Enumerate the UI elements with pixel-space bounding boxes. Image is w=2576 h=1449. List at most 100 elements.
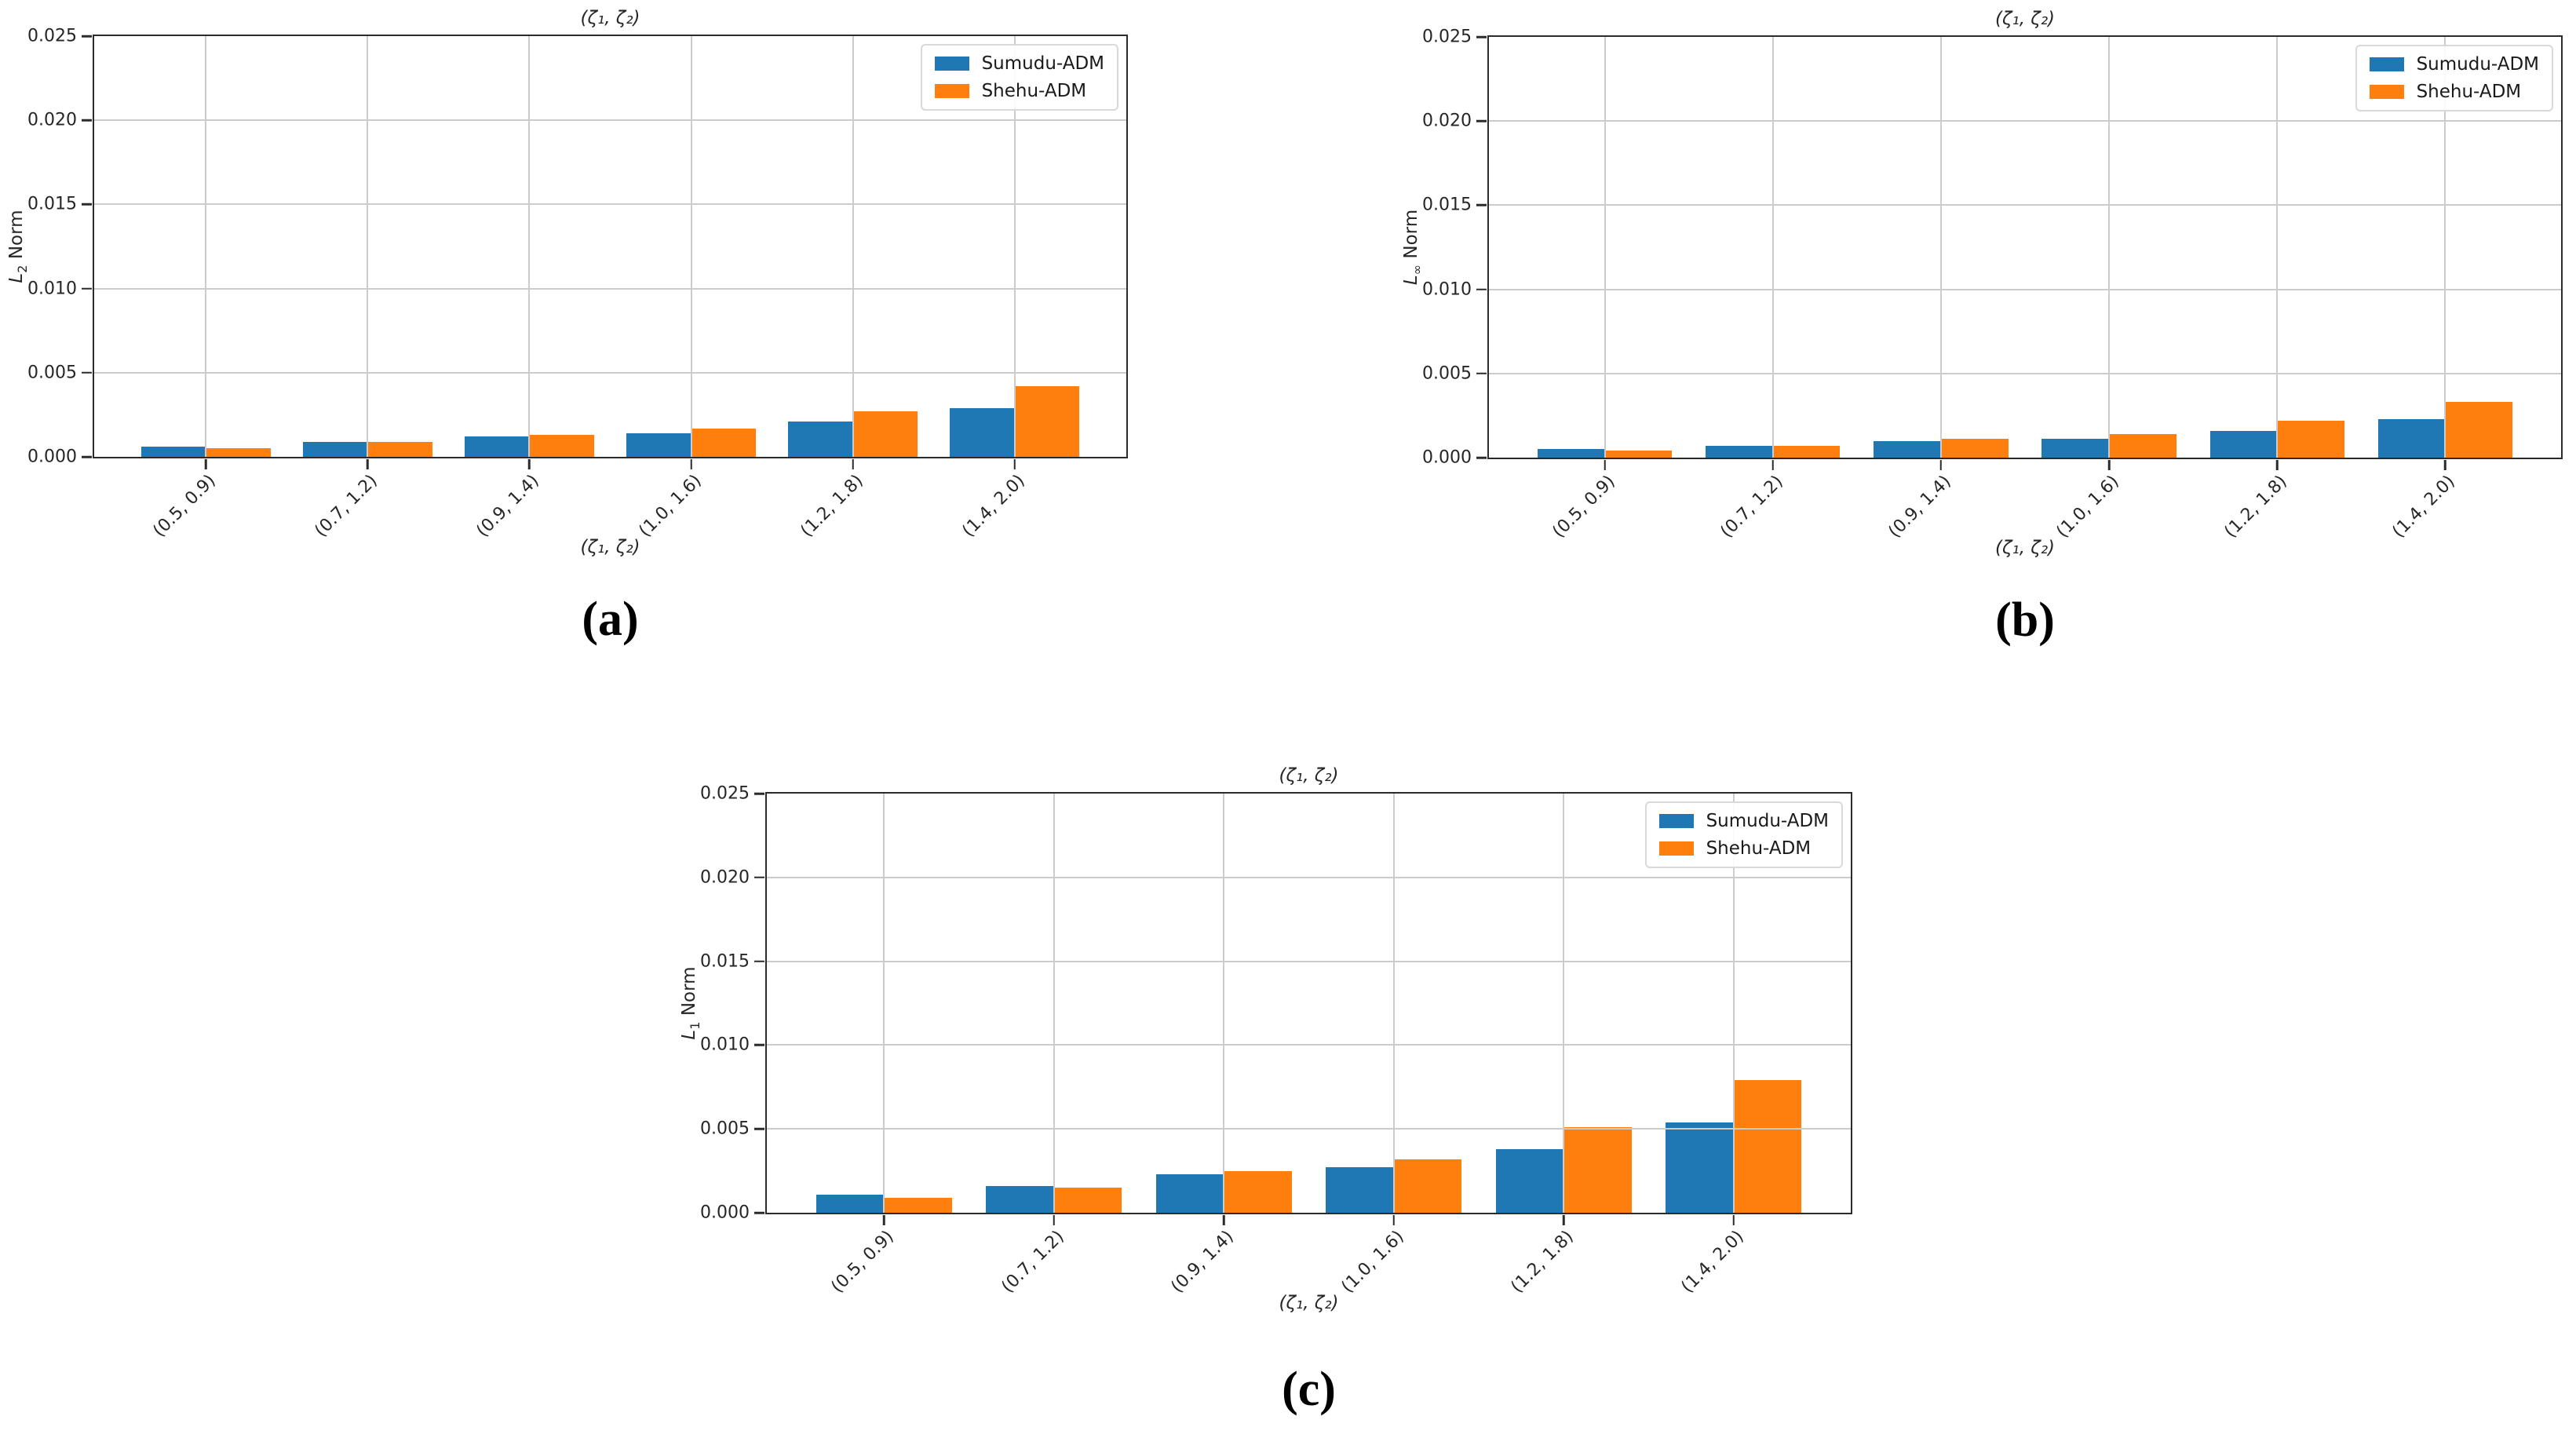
x-tick-mark — [528, 459, 531, 469]
x-tick-mark — [2444, 460, 2446, 470]
y-tick-label: 0.015 — [700, 951, 750, 972]
x-tick-label: (0.7, 1.2) — [998, 1227, 1068, 1298]
x-tick-label: (1.4, 2.0) — [2388, 472, 2459, 542]
x-tick-mark — [1223, 1215, 1225, 1225]
legend: Sumudu-ADM Shehu-ADM — [920, 44, 1118, 111]
y-tick-label: 0.025 — [1422, 27, 1472, 47]
legend-swatch-shehu — [1658, 841, 1694, 856]
y-tick-label: 0.005 — [1422, 363, 1472, 384]
y-tick-label: 0.010 — [27, 279, 77, 299]
y-axis-label-base: L — [1401, 275, 1422, 286]
y-tick-label: 0.010 — [700, 1035, 750, 1055]
y-axis-label-base: L — [6, 272, 27, 283]
y-tick-mark — [82, 287, 92, 290]
x-tick-mark — [1732, 1215, 1735, 1225]
legend-label: Sumudu-ADM — [2416, 54, 2539, 75]
y-tick-label: 0.020 — [1422, 111, 1472, 131]
legend-label: Shehu-ADM — [2416, 82, 2522, 102]
bar-shehu-(0.7, 1.2) — [367, 441, 432, 457]
y-tick-mark — [1476, 372, 1487, 375]
x-tick-label: (1.2, 1.8) — [1507, 1227, 1578, 1298]
x-tick-mark — [1392, 1215, 1395, 1225]
x-tick-mark — [2275, 460, 2279, 470]
y-tick-label: 0.020 — [27, 110, 77, 130]
y-tick-label: 0.005 — [700, 1119, 750, 1139]
y-axis-label-rest: Norm — [679, 966, 700, 1022]
legend-swatch-shehu — [2369, 85, 2404, 99]
y-tick-mark — [82, 203, 92, 206]
y-tick-mark — [754, 1044, 764, 1046]
bar-sumudu-(0.7, 1.2) — [986, 1185, 1054, 1213]
axis-layer: (0.5, 0.9) (0.7, 1.2) (0.9, 1.4) (1.0, 1.6)… — [700, 784, 1851, 1298]
bar-sumudu-(0.7, 1.2) — [1706, 446, 1773, 458]
y-axis-label-subscript: 2 — [14, 265, 30, 273]
y-tick-label: 0.000 — [27, 447, 77, 467]
bar-sumudu-(0.7, 1.2) — [302, 441, 368, 457]
x-tick-mark — [690, 459, 692, 469]
bar-sumudu-(1.4, 2.0) — [2377, 418, 2446, 458]
bar-shehu-(0.7, 1.2) — [1053, 1187, 1122, 1213]
subfigure-caption-a: (a) — [582, 593, 639, 646]
bar-sumudu-(1.0, 1.6) — [626, 433, 691, 457]
x-tick-label: (0.7, 1.2) — [1717, 472, 1787, 542]
legend-label: Shehu-ADM — [981, 81, 1087, 101]
bar-sumudu-(1.0, 1.6) — [2041, 439, 2110, 458]
y-tick-mark — [1476, 288, 1487, 290]
legend-swatch-sumudu — [934, 57, 969, 71]
bar-shehu-(1.4, 2.0) — [2445, 402, 2512, 458]
legend-swatch-shehu — [934, 84, 969, 98]
y-tick-mark — [82, 35, 92, 38]
bar-sumudu-(0.5, 0.9) — [1538, 449, 1605, 458]
bar-sumudu-(0.9, 1.4) — [464, 436, 530, 457]
x-tick-label: (0.7, 1.2) — [311, 471, 382, 542]
y-tick-label: 0.000 — [1422, 447, 1472, 468]
bar-shehu-(1.2, 1.8) — [1563, 1127, 1632, 1213]
chart-a-l2-norm: (ζ₁, ζ₂) L2 Norm (0.5, 0.9) (0.7, 1.2) (0.… — [6, 8, 1128, 646]
x-tick-label: (0.9, 1.4) — [1885, 472, 1955, 542]
legend-entry: Sumudu-ADM — [934, 53, 1104, 74]
bar-shehu-(0.5, 0.9) — [884, 1197, 952, 1213]
y-tick-mark — [754, 1211, 764, 1214]
bar-shehu-(0.5, 0.9) — [206, 448, 271, 457]
y-tick-mark — [82, 119, 92, 122]
y-tick-label: 0.020 — [700, 867, 750, 888]
x-tick-label: (1.4, 2.0) — [1677, 1227, 1748, 1298]
legend-label: Sumudu-ADM — [981, 53, 1104, 74]
chart-title: (ζ₁, ζ₂) — [580, 8, 640, 28]
x-tick-mark — [1053, 1215, 1056, 1225]
bar-shehu-(1.0, 1.6) — [2109, 433, 2176, 458]
bar-shehu-(0.5, 0.9) — [1604, 451, 1673, 458]
x-tick-mark — [883, 1215, 885, 1225]
bar-sumudu-(1.2, 1.8) — [1495, 1148, 1564, 1213]
chart-c-l1-norm: (ζ₁, ζ₂) L1 Norm (0.5, 0.9) (0.7, 1.2) (0.… — [679, 765, 1852, 1416]
bar-sumudu-(1.4, 2.0) — [950, 407, 1015, 457]
y-tick-label: 0.005 — [27, 363, 77, 383]
x-tick-mark — [1939, 460, 1943, 470]
x-tick-label: (1.2, 1.8) — [2220, 472, 2291, 542]
x-tick-mark — [1562, 1215, 1565, 1225]
x-tick-mark — [852, 459, 854, 469]
bar-shehu-(0.9, 1.4) — [1940, 439, 2009, 458]
chart-b-linf-norm: (ζ₁, ζ₂) L∞ Norm (0.5, 0.9) (0.7, 1.2) (0.… — [1401, 9, 2563, 647]
x-tick-label: (0.9, 1.4) — [473, 471, 544, 542]
subfigure-caption-b: (b) — [1995, 593, 2055, 647]
x-axis-label: (ζ₁, ζ₂) — [1994, 538, 2056, 558]
legend-entry: Shehu-ADM — [934, 81, 1104, 101]
y-tick-mark — [1476, 456, 1487, 459]
legend: Sumudu-ADM Shehu-ADM — [2355, 45, 2553, 111]
bar-shehu-(1.0, 1.6) — [691, 428, 756, 457]
x-tick-label: (0.9, 1.4) — [1167, 1227, 1238, 1298]
axis-layer: (0.5, 0.9) (0.7, 1.2) (0.9, 1.4) (1.0, 1.6)… — [27, 27, 1126, 542]
y-tick-mark — [754, 876, 764, 879]
bar-sumudu-(0.9, 1.4) — [1874, 440, 1941, 458]
y-tick-label: 0.000 — [700, 1203, 750, 1223]
legend-label: Sumudu-ADM — [1706, 811, 1829, 831]
bar-shehu-(0.9, 1.4) — [529, 435, 594, 457]
y-axis-label-base: L — [679, 1029, 700, 1040]
bars-layer — [767, 794, 1851, 1213]
y-tick-mark — [1476, 204, 1487, 206]
y-axis-label: L2 Norm — [6, 210, 30, 283]
x-tick-label: (0.5, 0.9) — [149, 471, 220, 542]
y-tick-mark — [82, 455, 92, 458]
x-tick-label: (1.4, 2.0) — [958, 471, 1029, 542]
